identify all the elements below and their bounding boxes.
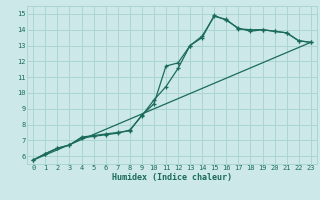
X-axis label: Humidex (Indice chaleur): Humidex (Indice chaleur) (112, 173, 232, 182)
